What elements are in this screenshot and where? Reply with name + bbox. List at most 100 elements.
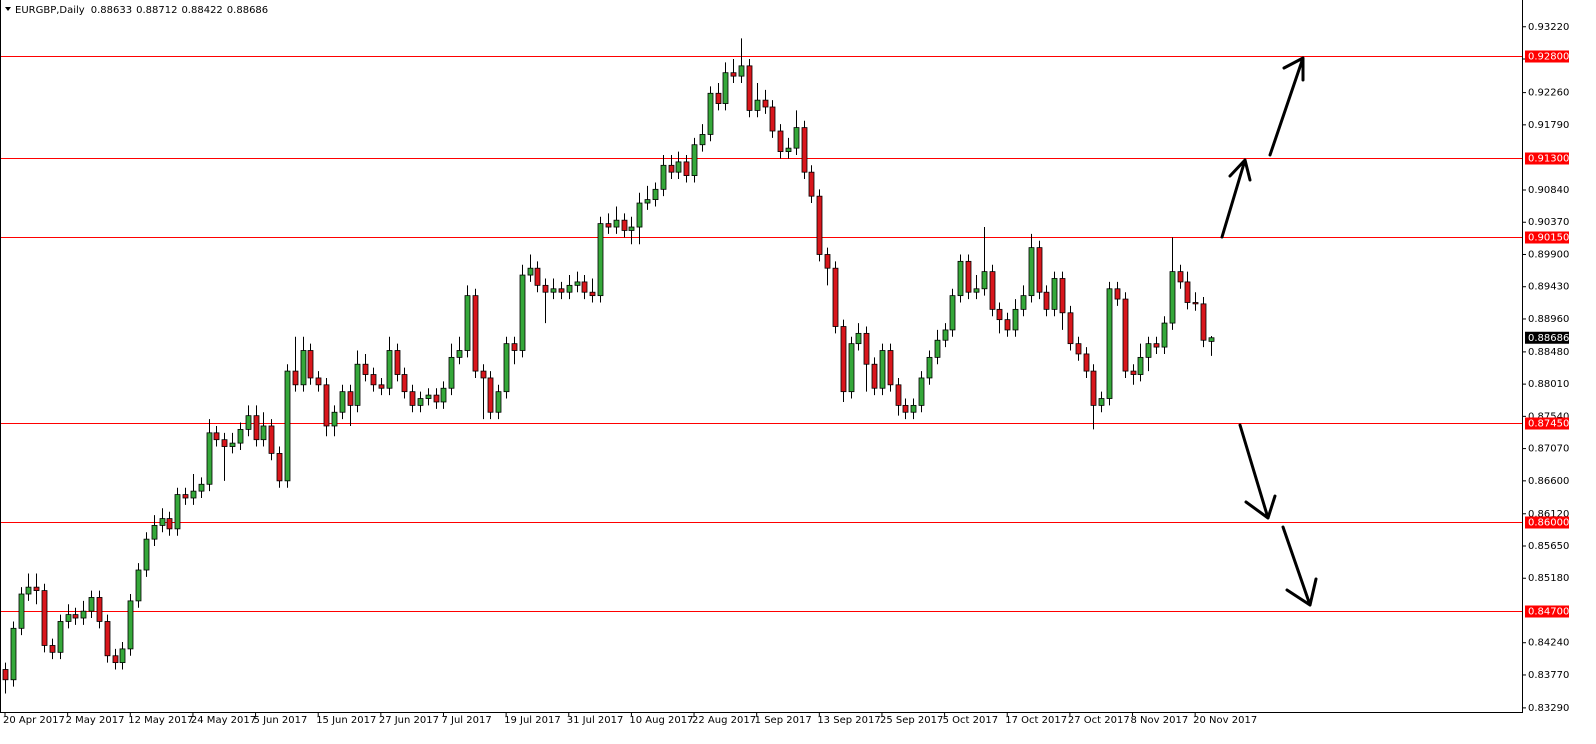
- candle-body: [566, 284, 573, 293]
- candle-body: [159, 518, 166, 526]
- candle-body: [88, 597, 95, 612]
- y-tick-label: 0.88010: [1528, 379, 1569, 390]
- candle-body: [440, 387, 447, 403]
- candle-body: [135, 569, 142, 602]
- candle-body: [119, 648, 126, 664]
- candle-body: [1122, 298, 1129, 372]
- y-tick-label: 0.83290: [1528, 703, 1569, 714]
- level-box: [1525, 231, 1569, 244]
- candle-body: [260, 425, 267, 441]
- candle-body: [339, 391, 346, 413]
- candle-body: [1177, 271, 1184, 283]
- candle-body: [57, 621, 64, 653]
- candle-body: [65, 614, 72, 622]
- y-tick-label: 0.86120: [1528, 509, 1569, 520]
- candle-body: [550, 288, 557, 293]
- candle-body: [1106, 288, 1113, 399]
- candle-body: [72, 614, 79, 619]
- candle-body: [628, 226, 635, 231]
- menu-triangle[interactable]: [5, 7, 11, 11]
- candle-body: [1137, 356, 1144, 375]
- candle-body: [942, 329, 949, 341]
- y-tick-label: 0.89430: [1528, 282, 1569, 293]
- candle-body: [276, 453, 283, 482]
- current-price-label: 0.88686: [1528, 333, 1569, 344]
- candle-body: [1036, 247, 1043, 293]
- candle-body: [33, 586, 40, 591]
- candle-body: [699, 134, 706, 146]
- candle-body: [331, 411, 338, 427]
- candle-body: [354, 363, 361, 406]
- plot-area: [0, 38, 1522, 694]
- level-label: 0.92800: [1528, 52, 1569, 63]
- candle-body: [989, 271, 996, 310]
- candle-body: [855, 332, 862, 345]
- candle-body: [808, 171, 815, 197]
- candle-body: [1059, 278, 1066, 314]
- candle-body: [910, 404, 917, 413]
- candle-body: [1012, 308, 1019, 331]
- y-tick-label: 0.92260: [1528, 88, 1569, 99]
- candle-body: [918, 377, 925, 406]
- candle-body: [182, 494, 189, 499]
- candle-body: [347, 391, 354, 406]
- candle-body: [824, 254, 831, 269]
- candle-body: [863, 332, 870, 365]
- candle-body: [166, 518, 173, 530]
- x-tick-label: 7 Jul 2017: [441, 715, 491, 726]
- x-tick-label: 13 Sep 2017: [817, 715, 880, 726]
- candle-body: [691, 144, 698, 176]
- candle-body: [401, 374, 408, 393]
- level-label: 0.86000: [1528, 518, 1569, 529]
- candle-body: [746, 65, 753, 111]
- x-tick-label: 10 Aug 2017: [629, 715, 693, 726]
- candle-body: [503, 343, 510, 393]
- candle-body: [973, 288, 980, 293]
- y-tick-label: 0.83770: [1528, 670, 1569, 681]
- x-tick-label: 15 Jun 2017: [316, 715, 376, 726]
- candle-body: [268, 425, 275, 454]
- ohlc-close: 0.88686: [227, 5, 268, 16]
- candle-body: [143, 538, 150, 571]
- candle-body: [300, 350, 307, 386]
- candle-body: [730, 72, 737, 77]
- candle-body: [315, 377, 322, 386]
- symbol: EURGBP,Daily: [15, 5, 85, 16]
- candle-body: [1200, 303, 1207, 341]
- candle-body: [996, 308, 1003, 321]
- candle-body: [652, 188, 659, 201]
- candle-body: [1028, 247, 1035, 297]
- candle-body: [1083, 353, 1090, 372]
- candle-body: [1161, 322, 1168, 348]
- candle-body: [213, 432, 220, 441]
- chart-header: EURGBP,Daily 0.88633 0.88712 0.88422 0.88686: [15, 5, 268, 16]
- x-tick-label: 22 Aug 2017: [692, 715, 756, 726]
- candle-body: [949, 295, 956, 331]
- candle-body: [644, 199, 651, 204]
- candle-body: [49, 645, 56, 653]
- candle-body: [1153, 343, 1160, 348]
- x-tick-label: 25 Sep 2017: [880, 715, 943, 726]
- candle-body: [127, 600, 134, 650]
- candle-body: [519, 274, 526, 351]
- x-tick-label: 2 May 2017: [66, 715, 125, 726]
- candle-body: [715, 92, 722, 104]
- x-tick-label: 17 Oct 2017: [1005, 715, 1067, 726]
- x-tick-label: 24 May 2017: [191, 715, 256, 726]
- candle-body: [769, 106, 776, 132]
- candle-body: [292, 370, 299, 386]
- y-tick-label: 0.85180: [1528, 573, 1569, 584]
- candle-body: [174, 494, 181, 530]
- candle-body: [534, 267, 541, 286]
- candle-body: [206, 432, 213, 485]
- candle-body: [378, 384, 385, 389]
- y-tick-label: 0.90840: [1528, 185, 1569, 196]
- candle-body: [887, 350, 894, 386]
- candle-body: [1145, 343, 1152, 358]
- candle-body: [472, 295, 479, 372]
- candle-body: [96, 597, 103, 622]
- level-label: 0.91300: [1528, 154, 1569, 165]
- arrow-up: [1268, 56, 1305, 157]
- candle-body: [621, 219, 628, 231]
